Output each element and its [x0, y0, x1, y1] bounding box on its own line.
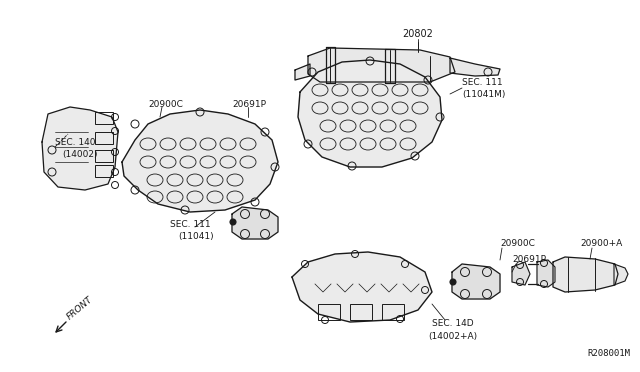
Bar: [95, 150, 113, 162]
Polygon shape: [512, 262, 530, 285]
Text: 20691P: 20691P: [232, 99, 266, 109]
Polygon shape: [298, 60, 442, 167]
Bar: [95, 112, 113, 124]
Text: SEC. 111: SEC. 111: [462, 77, 502, 87]
Text: 20802: 20802: [403, 29, 433, 39]
Text: 20691P: 20691P: [512, 256, 546, 264]
Circle shape: [230, 219, 236, 225]
Polygon shape: [232, 207, 278, 239]
Polygon shape: [292, 252, 432, 322]
Text: (11041): (11041): [178, 231, 214, 241]
Polygon shape: [452, 264, 500, 299]
Text: SEC. 14D: SEC. 14D: [432, 320, 474, 328]
Text: FRONT: FRONT: [65, 295, 95, 321]
Polygon shape: [537, 260, 555, 287]
Text: (14002): (14002): [62, 150, 97, 158]
Text: (11041M): (11041M): [462, 90, 506, 99]
Polygon shape: [295, 64, 310, 80]
Text: R208001M: R208001M: [587, 350, 630, 359]
Text: 20900C: 20900C: [148, 99, 183, 109]
Bar: [318, 304, 340, 320]
Polygon shape: [553, 257, 618, 292]
Bar: [95, 165, 113, 177]
Circle shape: [450, 279, 456, 285]
Bar: [350, 304, 372, 320]
Text: 20900+A: 20900+A: [580, 240, 622, 248]
Polygon shape: [450, 58, 500, 76]
Text: SEC. 140: SEC. 140: [55, 138, 95, 147]
Polygon shape: [614, 264, 628, 285]
Text: SEC. 111: SEC. 111: [170, 219, 211, 228]
Polygon shape: [122, 110, 278, 212]
Polygon shape: [42, 107, 118, 190]
Bar: [382, 304, 404, 320]
Text: (14002+A): (14002+A): [428, 331, 477, 340]
Text: 20900C: 20900C: [500, 240, 535, 248]
Polygon shape: [308, 48, 455, 82]
Bar: [95, 132, 113, 144]
